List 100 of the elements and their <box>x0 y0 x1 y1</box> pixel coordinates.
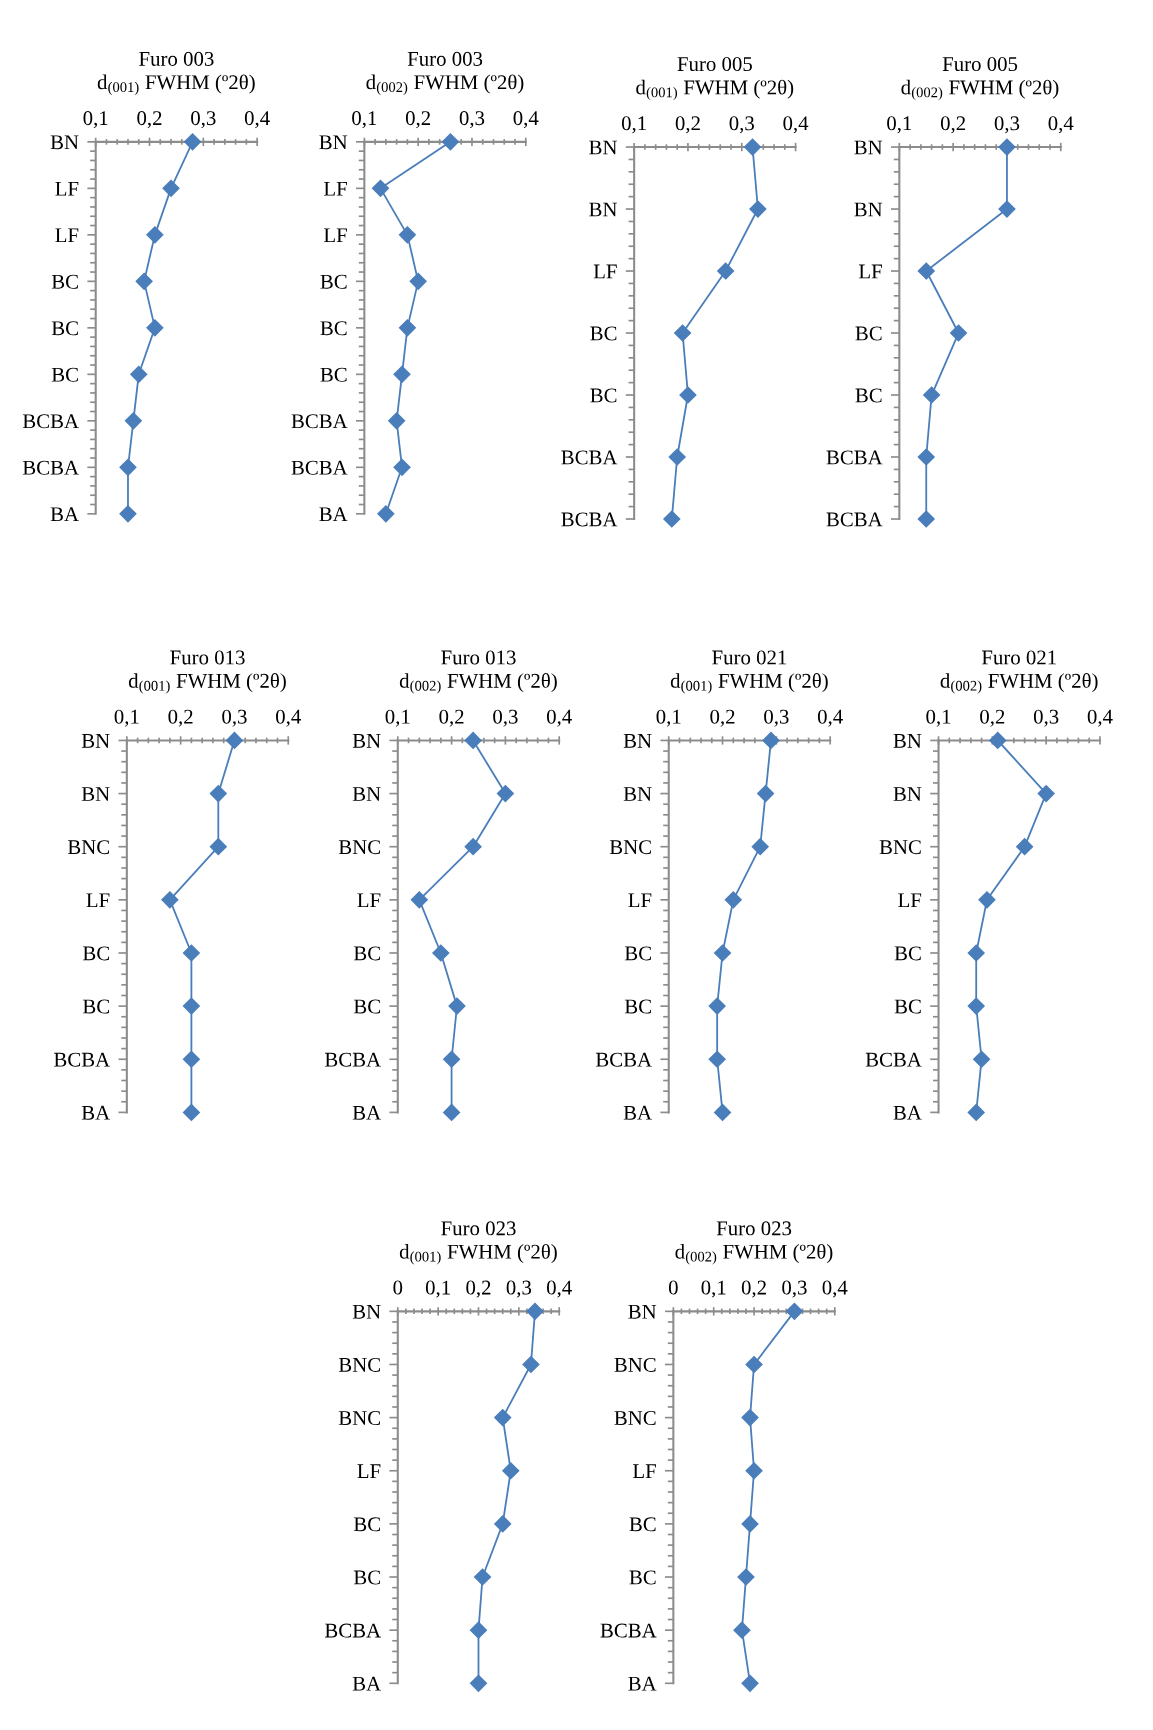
y-tick-label: BN <box>81 787 110 801</box>
y-tick-label: BC <box>320 367 347 382</box>
y-tick-label: BN <box>893 734 922 748</box>
x-tick-label: 0,1 <box>114 709 139 727</box>
y-tick-label: BC <box>51 367 78 382</box>
x-tick-label: 0,3 <box>222 709 247 727</box>
point <box>119 505 137 523</box>
point <box>785 1302 803 1320</box>
x-tick-label: 0,2 <box>710 709 735 727</box>
y-tick-label: BC <box>353 1517 380 1532</box>
y-tick-label: BC <box>320 274 347 289</box>
y-tick-label: BC <box>855 388 882 403</box>
point <box>663 510 681 528</box>
point <box>713 1103 732 1121</box>
point <box>182 1050 200 1068</box>
y-tick-label: LF <box>323 228 347 243</box>
y-tick-label: BA <box>628 1676 657 1691</box>
y-tick-label: BN <box>854 140 883 155</box>
y-tick-label: BN <box>352 734 381 748</box>
point <box>432 944 450 962</box>
point <box>749 200 767 218</box>
y-tick-label: LF <box>357 893 381 908</box>
y-tick-label: BC <box>82 946 110 961</box>
x-tick-label: 0,1 <box>83 111 108 129</box>
y-tick-label: BC <box>82 999 110 1014</box>
x-tick-label: 0,1 <box>352 111 377 129</box>
y-tick-label: BNC <box>879 840 921 855</box>
x-tick-label: 0,4 <box>822 1280 848 1298</box>
y-tick-label: BCBA <box>291 414 348 429</box>
point <box>135 272 153 290</box>
point <box>124 412 142 430</box>
point <box>733 1621 751 1639</box>
x-tick-label: 0,4 <box>546 709 572 727</box>
point <box>724 891 742 909</box>
x-tick-label: 0,4 <box>783 116 809 134</box>
point <box>496 785 514 803</box>
y-tick-label: BNC <box>609 840 651 855</box>
x-tick-label: 0,4 <box>546 1280 572 1298</box>
y-tick-label: BA <box>81 1105 111 1120</box>
y-tick-label: BCBA <box>561 512 618 527</box>
point <box>917 448 935 466</box>
x-tick-label: 0,1 <box>425 1280 450 1298</box>
x-tick-label: 0,3 <box>459 111 485 129</box>
x-tick-label: 0 <box>668 1280 678 1295</box>
y-tick-label: BN <box>50 135 79 150</box>
y-tick-label: BNC <box>614 1357 656 1372</box>
y-tick-label: LF <box>55 228 79 243</box>
point <box>708 997 726 1015</box>
y-tick-label: BC <box>51 274 78 289</box>
y-tick-label: LF <box>55 181 79 196</box>
point <box>717 262 735 280</box>
x-tick-label: 0,2 <box>980 709 1005 727</box>
point <box>388 412 406 430</box>
y-tick-label: BC <box>629 1517 656 1532</box>
point <box>741 1674 759 1692</box>
y-tick-label: BC <box>894 999 921 1014</box>
point <box>119 458 137 476</box>
x-tick-label: 0,2 <box>741 1280 766 1298</box>
y-tick-label: BNC <box>67 840 110 855</box>
y-tick-label: BN <box>319 135 348 150</box>
y-tick-label: BCBA <box>595 1052 652 1067</box>
y-tick-label: BC <box>51 321 78 336</box>
point <box>371 179 390 197</box>
point <box>225 731 243 749</box>
x-tick-label: 0,4 <box>244 111 270 129</box>
x-tick-label: 0,2 <box>466 1280 491 1298</box>
y-tick-label: BNC <box>338 1411 380 1426</box>
y-tick-label: BA <box>893 1105 922 1120</box>
y-tick-label: LF <box>357 1464 381 1478</box>
point <box>441 133 459 151</box>
point <box>745 1355 763 1374</box>
point <box>762 731 780 749</box>
x-tick-label: 0,3 <box>191 111 216 129</box>
x-tick-label: 0,2 <box>675 116 700 134</box>
y-tick-label: BCBA <box>600 1623 657 1638</box>
y-tick-label: LF <box>86 893 110 908</box>
point <box>998 200 1016 218</box>
x-tick-label: 0,3 <box>764 709 789 727</box>
point <box>757 785 775 803</box>
y-tick-label: BCBA <box>54 1052 111 1067</box>
y-tick-label: BCBA <box>865 1052 922 1067</box>
point <box>917 510 935 528</box>
point <box>989 731 1007 749</box>
point <box>377 505 395 523</box>
y-tick-label: LF <box>593 264 617 279</box>
point <box>743 138 762 156</box>
point <box>526 1302 544 1320</box>
x-tick-label: 0,1 <box>656 709 681 727</box>
y-tick-label: BNC <box>338 840 380 855</box>
y-tick-label: BN <box>352 787 381 801</box>
x-tick-label: 0,2 <box>439 709 464 727</box>
y-tick-label: BC <box>624 946 651 961</box>
point <box>967 1103 985 1121</box>
point <box>469 1674 488 1692</box>
x-tick-label: 0,1 <box>926 709 951 727</box>
x-tick-label: 0,3 <box>493 709 518 727</box>
point <box>1016 838 1034 856</box>
point <box>443 1050 461 1068</box>
x-tick-label: 0,4 <box>1087 709 1113 727</box>
point <box>398 226 416 244</box>
